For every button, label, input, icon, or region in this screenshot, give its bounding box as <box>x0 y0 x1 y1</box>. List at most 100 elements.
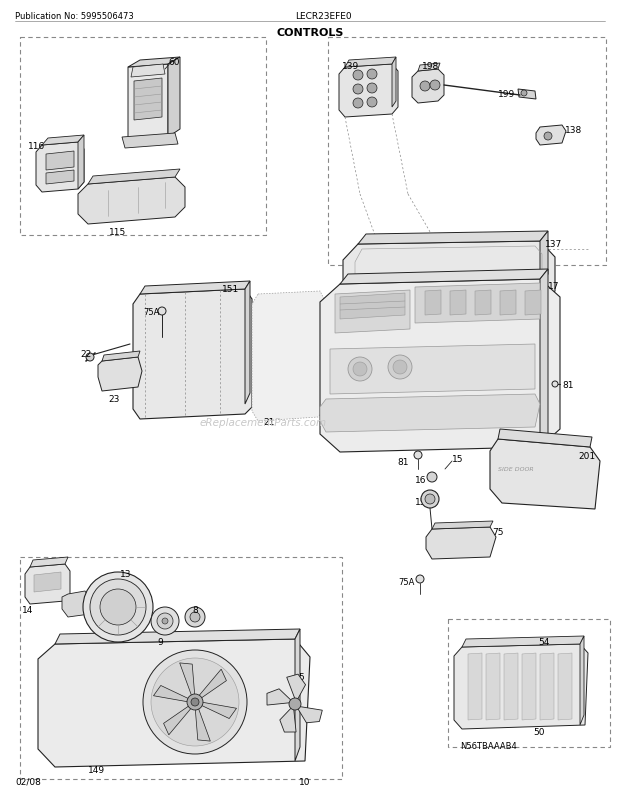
Polygon shape <box>98 358 142 391</box>
Text: 23: 23 <box>108 395 120 403</box>
Polygon shape <box>134 79 162 121</box>
Circle shape <box>353 71 363 81</box>
Polygon shape <box>540 653 554 720</box>
Text: 75A: 75A <box>398 577 414 586</box>
Circle shape <box>353 85 363 95</box>
Polygon shape <box>286 674 306 699</box>
Text: N56TBAAAB4: N56TBAAAB4 <box>460 741 516 750</box>
Circle shape <box>416 575 424 583</box>
Text: 198: 198 <box>422 62 439 71</box>
Polygon shape <box>504 653 518 720</box>
Polygon shape <box>200 702 236 719</box>
Polygon shape <box>34 573 61 592</box>
Polygon shape <box>30 557 68 567</box>
Polygon shape <box>540 232 548 290</box>
Polygon shape <box>558 653 572 720</box>
Polygon shape <box>426 528 496 559</box>
Circle shape <box>83 573 153 642</box>
Polygon shape <box>518 90 536 100</box>
Circle shape <box>187 695 203 710</box>
Text: LECR23EFE0: LECR23EFE0 <box>295 12 352 21</box>
Polygon shape <box>38 639 310 767</box>
Polygon shape <box>131 65 165 78</box>
Circle shape <box>100 589 136 626</box>
Polygon shape <box>88 170 180 184</box>
Polygon shape <box>418 64 440 72</box>
Polygon shape <box>168 58 180 138</box>
Circle shape <box>367 98 377 107</box>
Text: 14: 14 <box>22 606 33 614</box>
Polygon shape <box>36 143 84 192</box>
Polygon shape <box>78 178 185 225</box>
Polygon shape <box>415 284 540 323</box>
Circle shape <box>289 698 301 710</box>
Polygon shape <box>42 136 84 146</box>
Polygon shape <box>25 565 70 604</box>
Text: 15: 15 <box>415 497 427 506</box>
Text: 151: 151 <box>222 285 239 294</box>
Polygon shape <box>122 134 178 149</box>
Circle shape <box>388 355 412 379</box>
Polygon shape <box>425 290 441 316</box>
Circle shape <box>367 70 377 80</box>
Text: 21: 21 <box>263 418 275 427</box>
Polygon shape <box>252 292 325 422</box>
Circle shape <box>430 81 440 91</box>
Text: 17: 17 <box>548 282 559 290</box>
Circle shape <box>348 358 372 382</box>
Text: 02/08: 02/08 <box>15 777 41 786</box>
Polygon shape <box>245 282 250 404</box>
Circle shape <box>414 452 422 460</box>
Circle shape <box>353 363 367 376</box>
Polygon shape <box>128 65 168 141</box>
Text: 201: 201 <box>578 452 595 460</box>
Text: 75A: 75A <box>143 308 159 317</box>
Bar <box>20 557 342 779</box>
Polygon shape <box>486 653 500 720</box>
Text: 50: 50 <box>533 727 544 736</box>
Polygon shape <box>55 630 300 644</box>
Text: 149: 149 <box>88 765 105 774</box>
Polygon shape <box>298 707 322 723</box>
Circle shape <box>421 490 439 508</box>
Polygon shape <box>335 290 410 334</box>
Circle shape <box>552 382 558 387</box>
Polygon shape <box>46 152 74 171</box>
Polygon shape <box>164 705 192 735</box>
Polygon shape <box>490 439 600 509</box>
Circle shape <box>86 354 94 362</box>
Polygon shape <box>133 290 252 419</box>
Text: 5: 5 <box>298 672 304 681</box>
Polygon shape <box>62 591 90 618</box>
Text: 16: 16 <box>415 476 427 484</box>
Text: 15: 15 <box>452 455 464 464</box>
Polygon shape <box>340 294 405 320</box>
Polygon shape <box>140 282 250 294</box>
Polygon shape <box>450 290 466 316</box>
Text: 60: 60 <box>168 58 180 67</box>
Polygon shape <box>198 670 226 699</box>
Polygon shape <box>462 636 584 647</box>
Text: 54: 54 <box>538 638 549 646</box>
Polygon shape <box>295 630 300 761</box>
Text: 138: 138 <box>565 126 582 135</box>
Circle shape <box>353 99 363 109</box>
Text: 8: 8 <box>192 606 198 614</box>
Circle shape <box>162 618 168 624</box>
Circle shape <box>158 308 166 316</box>
Polygon shape <box>195 707 210 741</box>
Polygon shape <box>454 644 588 729</box>
Text: 137: 137 <box>545 240 562 249</box>
Polygon shape <box>339 65 398 118</box>
Polygon shape <box>102 351 140 362</box>
Circle shape <box>190 612 200 622</box>
Text: SIDE DOOR: SIDE DOOR <box>498 467 534 472</box>
Circle shape <box>151 607 179 635</box>
Text: 10: 10 <box>299 777 311 786</box>
Polygon shape <box>280 708 296 732</box>
Text: 81: 81 <box>562 380 574 390</box>
Polygon shape <box>500 290 516 316</box>
Text: 116: 116 <box>28 142 45 151</box>
Polygon shape <box>340 269 548 285</box>
Circle shape <box>143 650 247 754</box>
